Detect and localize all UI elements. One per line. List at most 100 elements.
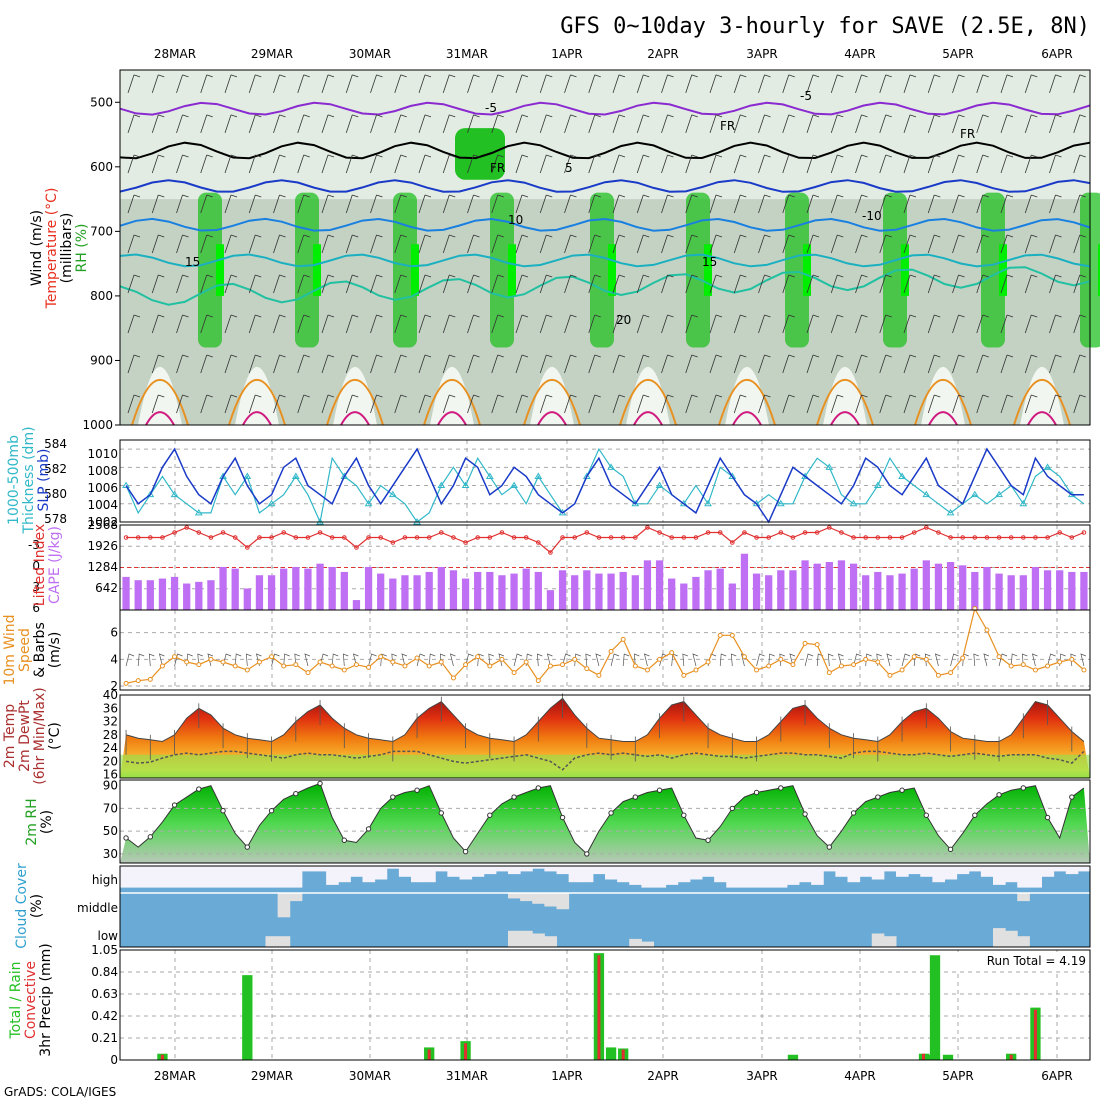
cloud-high-gap [1065,866,1079,875]
isotherm-30 [928,411,958,426]
wind-barb [176,114,189,134]
isotherm-30 [732,411,762,426]
wind-barb [733,194,747,214]
wind-barb [370,234,383,254]
rh-marker [487,812,493,818]
wind-barb [588,154,601,174]
li-marker [293,535,299,540]
rh-saturated-core [313,244,321,296]
wind-barb [733,274,747,294]
left-tick-label: 580 [44,487,67,501]
cloud-high-gap [677,866,691,883]
cape-bar [158,578,167,610]
wind-speed-marker [281,663,287,669]
wind-barb [636,274,650,294]
wind-barb [394,154,407,174]
wind-barb [370,354,383,374]
wind-barb [345,114,359,134]
cape-bar [558,570,567,610]
thickness-marker [922,490,931,498]
cloud-high-gap [1005,866,1018,883]
wind-barb [1073,194,1086,214]
wind-speed-marker [863,656,869,662]
wind-barb [827,653,834,667]
wind-barb [428,653,436,667]
li-marker [269,535,274,540]
wind-barb [200,274,213,294]
wind-speed-marker [681,672,687,678]
cape-bar [716,568,724,610]
cloud-high-gap [1029,866,1042,888]
ytick-label: 50 [103,824,118,838]
thickness-marker [437,481,446,489]
wind-barb [830,394,844,414]
right-tick-label: 2568 [87,518,118,532]
wind-barb [515,314,529,334]
wind10m-ylabel: 10m Wind Speed & Barbs (m/s) [2,614,63,685]
wind-barb [148,653,155,667]
wind-speed-marker [899,667,905,673]
wind-barb [137,653,145,667]
wind-barb [903,234,917,254]
wind-speed-marker [475,654,481,660]
wind-barb [806,74,820,94]
isotherm-25 [1013,379,1071,426]
wind-barb [719,653,727,667]
ytick-label: 0.21 [91,1031,118,1045]
wind-barb [127,234,141,254]
wind-barb [952,314,965,334]
wind-barb [564,314,577,334]
panel-upper-air: -5 FR FR -5 FR 5 -10 10 15 15 20 500 600 700 800 900 100… [29,69,1100,432]
wind-barb [1000,154,1014,174]
wind-barb [853,653,862,667]
cloud-high-gap [592,866,606,875]
panel-cloud-cover: high middle low Cloud Cover (%) [14,863,1091,949]
wind-barb [733,234,747,254]
cape-bar [910,568,918,610]
cape-bar [449,570,458,610]
rh-marker [365,826,372,832]
bottom-date-label: 4APR [844,1069,875,1083]
wind-barb [976,194,989,214]
wind-barb [127,354,141,374]
wind-barb [248,274,262,294]
right-tick-label: 642 [95,581,118,595]
wind-barb [418,74,432,94]
rh-marker [559,814,566,821]
wind-barb [418,394,432,414]
wind-barb [661,354,674,374]
cloud-high-gap [168,866,182,888]
wind-barb [297,394,310,414]
wind-barb [418,234,432,254]
thickness-marker [1019,499,1028,507]
wind-barb [248,234,262,254]
wind-speed-marker [184,659,190,665]
wind-speed-marker [305,670,311,676]
li-marker [172,530,177,535]
wind-barb [1049,194,1062,214]
ytick-label: 20 [103,754,118,768]
wind-barb [491,154,504,174]
wind-barb [207,653,214,667]
wind-barb [976,74,989,94]
ylabel-line: 3hr Precip (mm) [38,943,54,1056]
wind-barb [636,314,650,334]
wind-barb [952,394,965,414]
cloud-high-gap [702,866,715,877]
wind-barb [879,314,892,334]
wind-barb [321,274,335,294]
li-marker [426,535,432,540]
wind-barb [758,274,771,294]
wind-barb [234,653,242,667]
precip-convective-bar [1033,1009,1037,1060]
rh-marker [826,844,833,850]
rh-marker [608,810,614,816]
li-marker [475,535,480,540]
thickness-marker [849,499,858,507]
wind-barb [197,653,203,667]
thickness-marker [146,490,155,498]
wind-barb [758,394,771,414]
wind-barb [903,314,917,334]
cape-bar [425,571,433,610]
wind-barb [1024,274,1038,294]
